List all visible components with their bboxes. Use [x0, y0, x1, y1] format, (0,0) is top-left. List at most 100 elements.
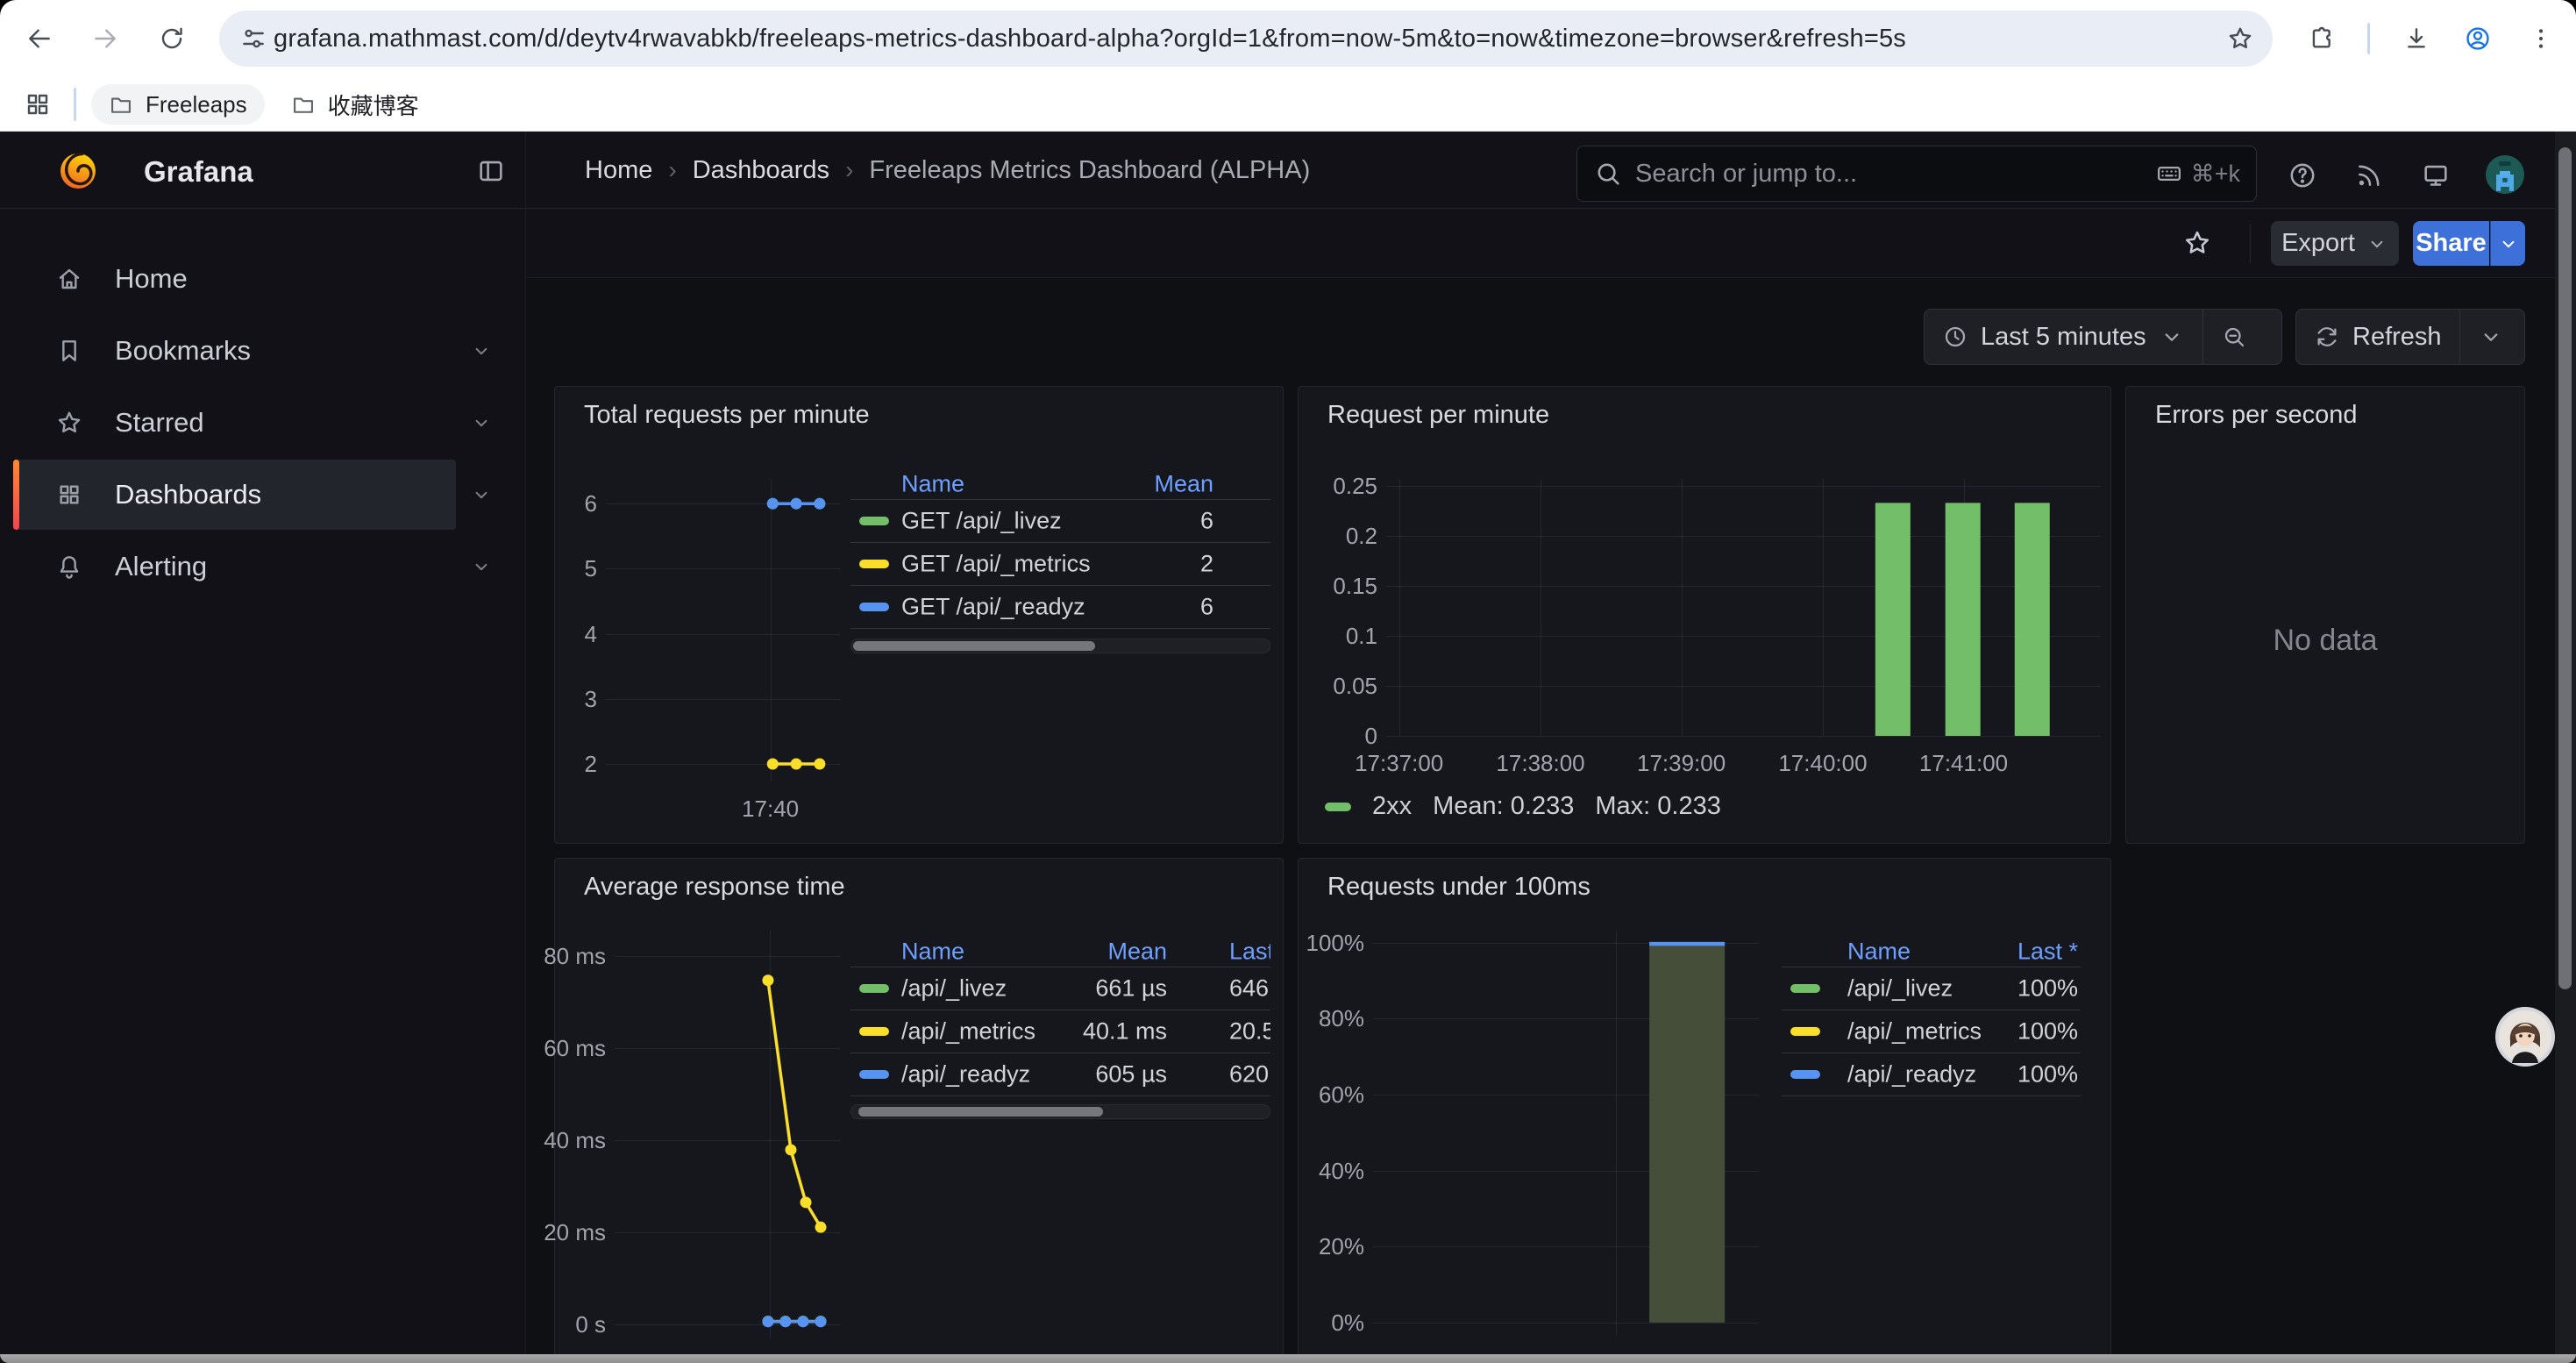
chart-total-requests[interactable]: 6 5 4 3 2 17:40 — [585, 479, 841, 822]
share-button[interactable]: Share — [2413, 221, 2489, 266]
y-axis-tick: 60 ms — [544, 1034, 606, 1061]
legend-value-name[interactable]: /api/_readyz — [901, 1060, 1031, 1088]
toolbar-divider — [2367, 23, 2370, 54]
series-color-pill[interactable] — [859, 1070, 889, 1079]
series-color-pill[interactable] — [1790, 1070, 1820, 1079]
legend-row: /api/_readyz 100% — [1782, 1053, 2081, 1096]
gridline — [606, 633, 841, 635]
series-color-pill[interactable] — [859, 603, 889, 611]
export-button[interactable]: Export — [2271, 221, 2399, 266]
series-color-pill — [1325, 802, 1351, 811]
gridline — [1822, 479, 1824, 736]
page-scrollbar[interactable] — [2555, 132, 2576, 1354]
gridline — [1386, 635, 2101, 637]
legend-value-name[interactable]: /api/_readyz — [1847, 1060, 1977, 1088]
legend-value-name[interactable]: GET /api/_livez — [901, 507, 1062, 534]
expand-chevron-icon[interactable] — [462, 388, 501, 458]
sidebar-item-bookmarks[interactable]: Bookmarks — [13, 316, 456, 386]
dock-sidebar-icon[interactable] — [472, 153, 510, 189]
chevron-down-icon — [2159, 324, 2185, 350]
refresh-button[interactable]: Refresh — [2296, 310, 2459, 364]
legend-row: /api/_metrics 100% — [1782, 1010, 2081, 1053]
zoom-out-icon — [2221, 324, 2247, 350]
legend-value-name[interactable]: /api/_metrics — [901, 1017, 1036, 1045]
folder-icon — [109, 92, 133, 117]
series-mean: Mean: 0.233 — [1433, 792, 1575, 820]
series-name[interactable]: 2xx — [1372, 792, 1413, 820]
legend-value-name[interactable]: /api/_metrics — [1847, 1017, 1982, 1045]
news-rss-icon[interactable] — [2350, 156, 2388, 195]
expand-chevron-icon[interactable] — [462, 460, 501, 530]
panel-title[interactable]: Requests under 100ms — [1327, 873, 1590, 901]
browser-menu-icon[interactable] — [2521, 18, 2561, 59]
bookmark-item[interactable]: Freeleaps — [91, 84, 265, 125]
legend-scrollbar[interactable] — [850, 1104, 1270, 1119]
refresh-interval-button[interactable] — [2460, 310, 2522, 364]
zoom-out-button[interactable] — [2203, 310, 2265, 364]
series-color-pill[interactable] — [1790, 984, 1820, 993]
gridline — [606, 568, 841, 570]
chart-request-per-minute[interactable]: 0.25 0.2 0.15 0.1 0.05 0 17:37:00 17:38:00 17:39… — [1333, 473, 2101, 776]
sidebar-item-alerting[interactable]: Alerting — [13, 532, 456, 602]
breadcrumb-item: Freeleaps Metrics Dashboard (ALPHA) — [869, 155, 1311, 184]
panel-total-requests: Total requests per minute 6 5 4 3 2 17:40 Nam… — [554, 386, 1284, 844]
browser-toolbar: grafana.mathmast.com/d/deytv4rwavabkb/fr… — [0, 0, 2576, 77]
legend-scrollbar[interactable] — [850, 639, 1270, 653]
panel-title[interactable]: Average response time — [584, 873, 845, 901]
legend-value-last: 620 — [1229, 1060, 1270, 1088]
breadcrumb-item[interactable]: Home — [585, 155, 653, 184]
series-color-pill[interactable] — [859, 984, 889, 993]
grid-icon — [55, 481, 115, 509]
share-menu-button[interactable] — [2490, 221, 2525, 266]
gridline — [615, 1047, 841, 1049]
legend-value-name[interactable]: GET /api/_readyz — [901, 593, 1085, 620]
sidebar-item-dashboards[interactable]: Dashboards — [13, 460, 456, 530]
bookmark-star-icon[interactable] — [2220, 18, 2260, 59]
legend-value-mean: 661 µs — [1095, 974, 1167, 1002]
series-color-pill[interactable] — [859, 517, 889, 525]
chart-requests-under-100ms[interactable]: 100%80%60%40%20%0%17:40 — [1306, 930, 1759, 1363]
header-border — [0, 208, 2576, 209]
legend-value-name[interactable]: GET /api/_metrics — [901, 550, 1091, 577]
apps-grid-icon[interactable] — [18, 84, 58, 125]
extensions-icon[interactable] — [2302, 18, 2342, 59]
back-button[interactable] — [19, 18, 60, 59]
profile-icon[interactable] — [2458, 18, 2498, 59]
sidebar-item-starred[interactable]: Starred — [13, 388, 456, 458]
panel-title[interactable]: Total requests per minute — [584, 401, 870, 429]
series-color-pill[interactable] — [1790, 1027, 1820, 1036]
address-bar[interactable]: grafana.mathmast.com/d/deytv4rwavabkb/fr… — [219, 11, 2273, 67]
help-icon[interactable] — [2283, 156, 2322, 195]
gridline — [606, 698, 841, 700]
bookmark-item[interactable]: 收藏博客 — [274, 84, 437, 125]
sidebar-item-label: Home — [115, 263, 188, 294]
legend-header-row: Name Last * — [1782, 936, 2081, 967]
reload-button[interactable] — [152, 18, 192, 59]
legend-value-name[interactable]: /api/_livez — [1847, 974, 1953, 1002]
y-axis-tick: 0 — [1364, 723, 1377, 749]
downloads-icon[interactable] — [2396, 18, 2437, 59]
time-range-picker[interactable]: Last 5 minutes — [1925, 310, 2202, 364]
expand-chevron-icon[interactable] — [462, 316, 501, 386]
expand-chevron-icon[interactable] — [462, 532, 501, 602]
forward-button[interactable] — [85, 18, 125, 59]
gridline — [1398, 479, 1400, 736]
series-color-pill[interactable] — [859, 560, 889, 568]
legend-value-name[interactable]: /api/_livez — [901, 974, 1007, 1002]
sidebar-item-home[interactable]: Home — [13, 244, 456, 314]
y-axis-tick: 0.1 — [1345, 622, 1377, 649]
user-avatar[interactable] — [2484, 153, 2526, 196]
favorite-dashboard-icon[interactable] — [2178, 223, 2217, 263]
search-input[interactable]: Search or jump to... ⌘+k — [1576, 146, 2257, 202]
panel-title[interactable]: Request per minute — [1327, 401, 1550, 429]
y-axis-tick: 40 ms — [544, 1126, 606, 1153]
series-color-pill[interactable] — [859, 1027, 889, 1036]
bookmark-label: Freeleaps — [146, 90, 247, 118]
assistant-avatar[interactable] — [2494, 1006, 2556, 1067]
breadcrumb-item[interactable]: Dashboards — [692, 155, 830, 184]
site-settings-icon[interactable] — [233, 18, 274, 59]
tv-mode-icon[interactable] — [2416, 156, 2455, 195]
horizontal-scrollbar[interactable] — [0, 1354, 2576, 1363]
panel-title[interactable]: Errors per second — [2155, 401, 2358, 429]
